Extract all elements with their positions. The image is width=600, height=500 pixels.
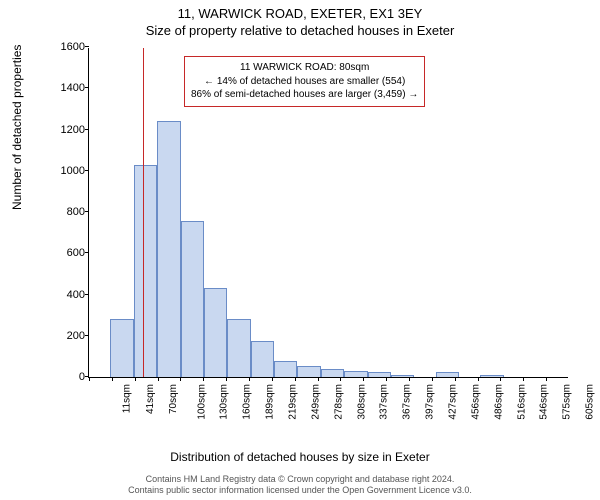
y-tick-mark	[85, 129, 89, 130]
y-tick-label: 1600	[49, 41, 85, 53]
x-tick-mark	[158, 377, 159, 381]
bar	[181, 221, 204, 377]
x-tick-mark	[432, 377, 433, 381]
x-tick-label: 219sqm	[288, 384, 299, 420]
chart-title-block: 11, WARWICK ROAD, EXETER, EX1 3EY Size o…	[0, 0, 600, 38]
annotation-line: 86% of semi-detached houses are larger (…	[191, 88, 418, 102]
x-tick-mark	[295, 377, 296, 381]
y-tick-mark	[85, 335, 89, 336]
y-tick-mark	[85, 170, 89, 171]
x-tick-label: 427sqm	[448, 384, 459, 420]
x-tick-label: 397sqm	[425, 384, 436, 420]
x-tick-mark	[340, 377, 341, 381]
y-tick-mark	[85, 211, 89, 212]
y-tick-mark	[85, 87, 89, 88]
x-tick-label: 308sqm	[356, 384, 367, 420]
bar	[157, 121, 180, 377]
chart-title-line1: 11, WARWICK ROAD, EXETER, EX1 3EY	[0, 6, 600, 21]
annotation-line: ← 14% of detached houses are smaller (55…	[191, 75, 418, 89]
bar	[227, 319, 250, 377]
x-tick-mark	[112, 377, 113, 381]
chart-title-line2: Size of property relative to detached ho…	[0, 23, 600, 38]
y-tick-label: 1400	[49, 82, 85, 94]
property-marker-line	[143, 48, 144, 377]
bar	[204, 288, 227, 377]
x-tick-label: 486sqm	[493, 384, 504, 420]
annotation-box: 11 WARWICK ROAD: 80sqm← 14% of detached …	[184, 56, 425, 107]
x-tick-mark	[272, 377, 273, 381]
footer-attribution: Contains HM Land Registry data © Crown c…	[0, 474, 600, 497]
x-tick-mark	[478, 377, 479, 381]
x-tick-label: 70sqm	[168, 384, 179, 414]
x-tick-label: 278sqm	[333, 384, 344, 420]
x-tick-mark	[135, 377, 136, 381]
x-tick-mark	[89, 377, 90, 381]
x-tick-mark	[203, 377, 204, 381]
y-tick-label: 400	[49, 289, 85, 301]
x-tick-label: 546sqm	[539, 384, 550, 420]
x-tick-label: 11sqm	[121, 384, 132, 413]
x-tick-label: 456sqm	[470, 384, 481, 420]
bar	[134, 165, 157, 377]
footer-line1: Contains HM Land Registry data © Crown c…	[0, 474, 600, 485]
x-tick-mark	[180, 377, 181, 381]
x-tick-label: 41sqm	[145, 384, 156, 414]
y-tick-label: 600	[49, 247, 85, 259]
x-tick-mark	[386, 377, 387, 381]
x-tick-label: 337sqm	[379, 384, 390, 420]
x-tick-label: 575sqm	[562, 384, 573, 420]
bar	[251, 341, 274, 377]
x-tick-label: 249sqm	[310, 384, 321, 420]
y-tick-mark	[85, 46, 89, 47]
chart-container: 0200400600800100012001400160011sqm41sqm7…	[48, 48, 568, 418]
x-tick-mark	[318, 377, 319, 381]
x-tick-label: 605sqm	[585, 384, 596, 420]
x-tick-mark	[455, 377, 456, 381]
bar	[297, 366, 320, 377]
annotation-line: 11 WARWICK ROAD: 80sqm	[191, 61, 418, 75]
bar	[110, 319, 133, 377]
bar	[321, 369, 344, 377]
x-tick-mark	[523, 377, 524, 381]
x-tick-label: 160sqm	[242, 384, 253, 420]
x-tick-label: 189sqm	[265, 384, 276, 420]
x-tick-mark	[363, 377, 364, 381]
x-tick-mark	[546, 377, 547, 381]
y-tick-label: 1000	[49, 165, 85, 177]
x-tick-label: 516sqm	[516, 384, 527, 420]
x-tick-label: 130sqm	[219, 384, 230, 420]
x-tick-mark	[409, 377, 410, 381]
plot-area: 0200400600800100012001400160011sqm41sqm7…	[88, 48, 568, 378]
bar	[274, 361, 297, 378]
footer-line2: Contains public sector information licen…	[0, 485, 600, 496]
x-axis-label: Distribution of detached houses by size …	[0, 450, 600, 464]
y-tick-mark	[85, 294, 89, 295]
y-tick-label: 0	[49, 371, 85, 383]
y-axis-label: Number of detached properties	[10, 45, 24, 210]
x-tick-mark	[500, 377, 501, 381]
x-tick-mark	[249, 377, 250, 381]
y-tick-label: 1200	[49, 124, 85, 136]
x-tick-mark	[226, 377, 227, 381]
x-tick-label: 100sqm	[196, 384, 207, 420]
y-tick-label: 800	[49, 206, 85, 218]
bar	[368, 372, 391, 377]
x-tick-label: 367sqm	[402, 384, 413, 420]
y-tick-mark	[85, 252, 89, 253]
y-tick-label: 200	[49, 330, 85, 342]
bar	[391, 375, 414, 377]
